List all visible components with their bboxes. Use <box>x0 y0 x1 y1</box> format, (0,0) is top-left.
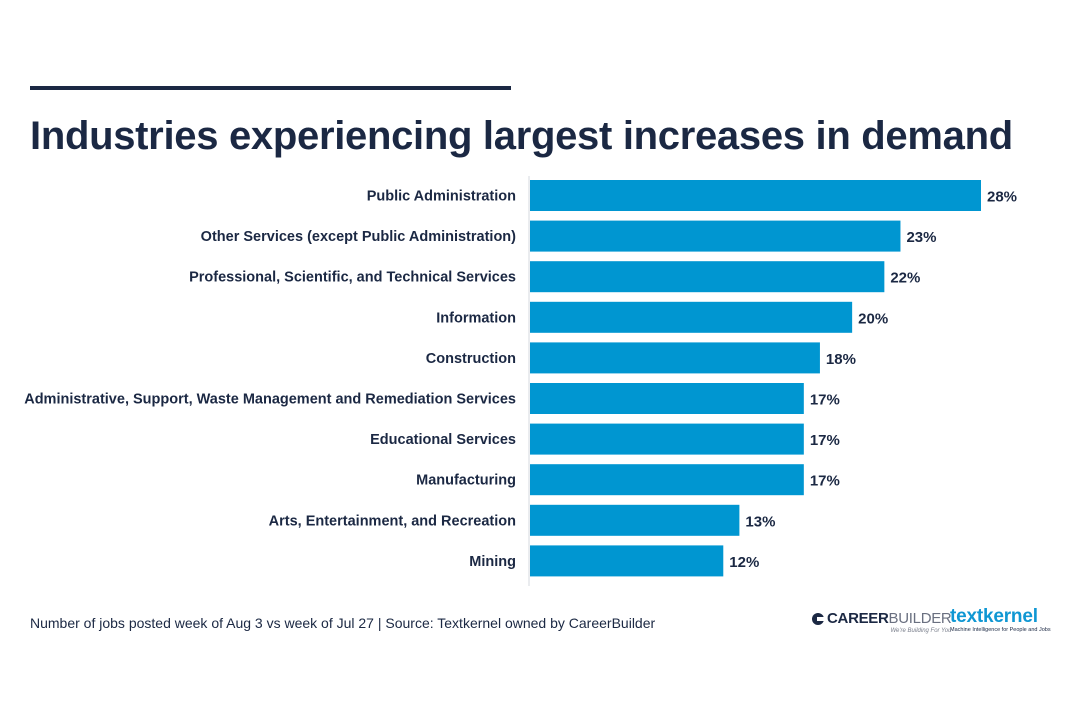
title-accent-rule <box>30 86 511 90</box>
data-label-9: 12% <box>729 554 759 571</box>
bar-6 <box>530 423 804 455</box>
data-label-3: 20% <box>858 310 888 327</box>
category-label-0: Public Administration <box>367 189 516 205</box>
careerbuilder-wordmark-light: BUILDER <box>888 610 952 627</box>
data-label-1: 23% <box>906 229 936 246</box>
careerbuilder-icon <box>812 612 824 625</box>
careerbuilder-tagline: We're Building For You <box>890 628 952 634</box>
bar-4 <box>530 342 820 374</box>
bar-2 <box>530 261 885 293</box>
bar-7 <box>530 464 804 496</box>
category-label-5: Administrative, Support, Waste Managemen… <box>24 392 516 408</box>
page-title: Industries experiencing largest increase… <box>30 114 1013 158</box>
bar-0 <box>530 180 981 211</box>
category-label-2: Professional, Scientific, and Technical … <box>189 270 516 286</box>
data-label-6: 17% <box>810 432 840 449</box>
category-label-3: Information <box>436 310 516 326</box>
textkernel-logo: textkernel Machine Intelligence for Peop… <box>950 606 1051 633</box>
bar-3 <box>530 301 853 333</box>
source-footnote: Number of jobs posted week of Aug 3 vs w… <box>30 615 656 631</box>
category-label-9: Mining <box>469 554 516 570</box>
category-label-8: Arts, Entertainment, and Recreation <box>269 513 516 529</box>
data-label-7: 17% <box>810 473 840 490</box>
bar-8 <box>530 504 740 536</box>
bar-chart: Public Administration 28% Other Services (… <box>24 176 1017 586</box>
bar-5 <box>530 383 804 414</box>
textkernel-tagline: Machine Intelligence for People and Jobs <box>950 627 1051 633</box>
data-label-2: 22% <box>890 270 920 287</box>
data-label-8: 13% <box>745 513 775 530</box>
bar-1 <box>530 220 901 252</box>
category-label-6: Educational Services <box>370 432 516 448</box>
data-label-5: 17% <box>810 392 840 409</box>
careerbuilder-logo: CAREER BUILDER We're Building For You <box>812 610 952 634</box>
category-label-4: Construction <box>426 351 516 367</box>
bar-9 <box>530 545 724 577</box>
careerbuilder-wordmark-bold: CAREER <box>827 610 889 627</box>
textkernel-wordmark: textkernel <box>950 606 1038 627</box>
data-label-4: 18% <box>826 351 856 368</box>
careerbuilder-wordmark: CAREER BUILDER <box>812 610 952 627</box>
data-label-0: 28% <box>987 189 1017 206</box>
category-label-7: Manufacturing <box>416 473 516 489</box>
category-label-1: Other Services (except Public Administra… <box>201 229 516 245</box>
